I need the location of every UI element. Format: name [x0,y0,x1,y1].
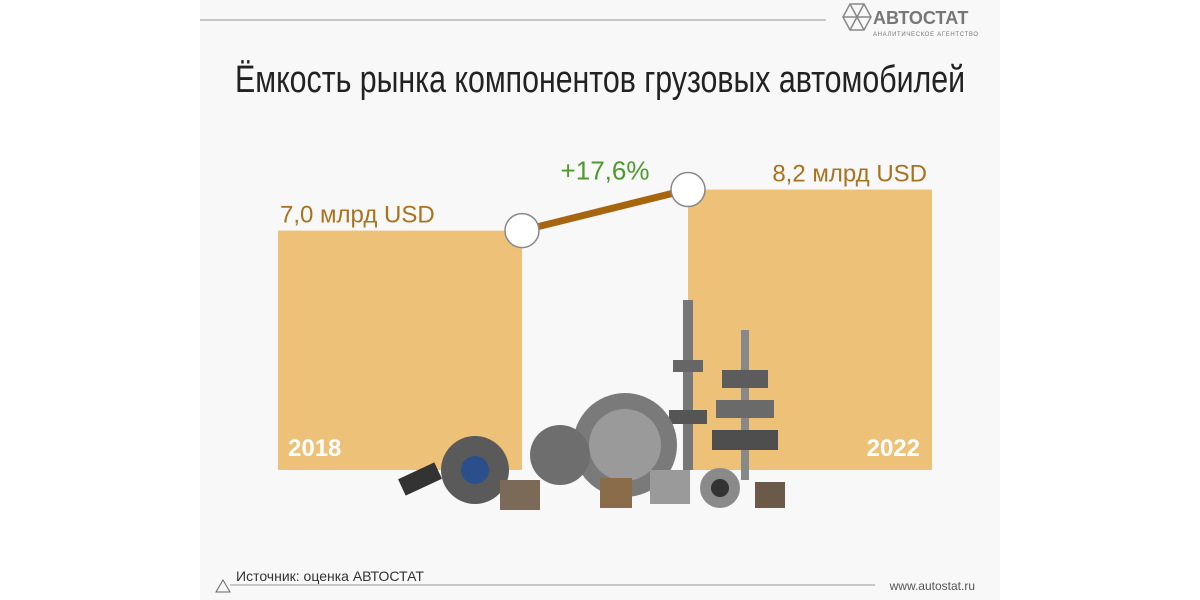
logo-icon [842,3,872,31]
source: Источник: оценка АВТОСТАТ [236,568,424,584]
change-annotation: +17,6% [561,156,650,186]
change-point [504,212,540,249]
change-line [521,186,689,234]
logo-name: АВТОСТАТ [873,8,968,28]
category-label: 2018 [288,435,341,462]
value-label: 7,0 млрд USD [280,202,435,229]
change-point [670,171,706,208]
parts-illustration [398,300,785,510]
bar [688,189,932,470]
chart-title: Ёмкость рынка компонентов грузовых автом… [235,59,965,101]
value-label: 8,2 млрд USD [772,161,927,188]
plot: 2018 7,0 млрд USD 2022 8,2 млрд USD +17,6% [278,156,932,470]
category-label: 2022 [867,435,920,462]
logo-tagline: АНАЛИТИЧЕСКОЕ АГЕНТСТВО [873,32,978,38]
url: www.autostat.ru [889,579,975,593]
bar [278,230,522,470]
footer-icon [215,579,231,593]
